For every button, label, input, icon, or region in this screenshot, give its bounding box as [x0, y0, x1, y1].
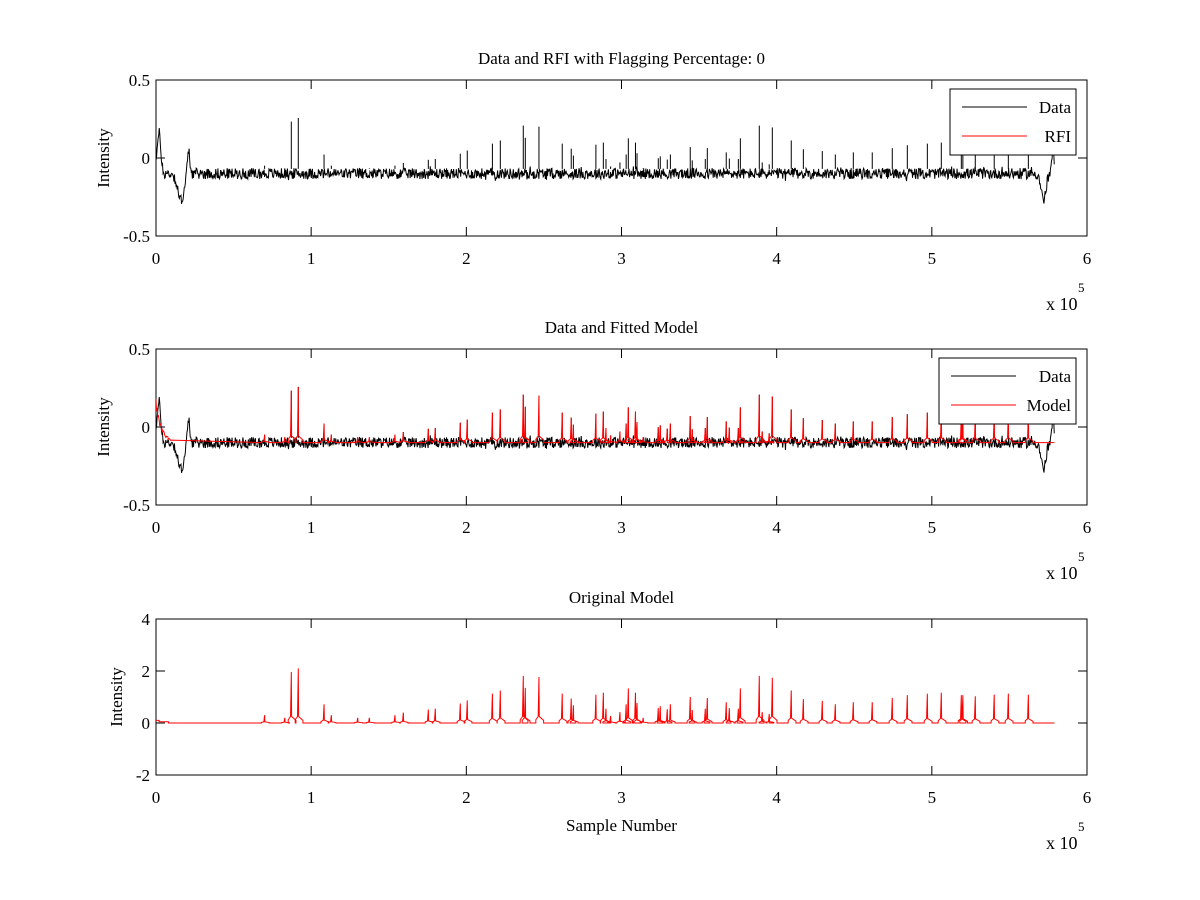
x-tick-label: 3	[617, 249, 626, 268]
chart-title: Data and Fitted Model	[545, 318, 699, 337]
x-multiplier-exponent: 5	[1078, 280, 1085, 295]
x-tick-label: 1	[307, 788, 316, 807]
chart-title: Original Model	[569, 588, 675, 607]
x-tick-label: 6	[1083, 518, 1092, 537]
x-tick-label: 4	[772, 249, 781, 268]
x-tick-label: 5	[928, 518, 937, 537]
y-tick-label: 0.5	[129, 71, 150, 90]
x-tick-label: 5	[928, 788, 937, 807]
x-tick-label: 3	[617, 518, 626, 537]
y-tick-label: -0.5	[123, 496, 150, 515]
legend-label-data: Data	[1039, 367, 1072, 386]
y-tick-label: 0.5	[129, 340, 150, 359]
x-tick-label: 0	[152, 788, 161, 807]
x-multiplier: x 10	[1046, 563, 1078, 583]
x-tick-label: 4	[772, 518, 781, 537]
x-axis-label: Sample Number	[566, 816, 677, 835]
legend-label-rfi: RFI	[1045, 127, 1072, 146]
y-tick-label: 0	[142, 714, 151, 733]
x-tick-label: 2	[462, 518, 471, 537]
x-tick-label: 1	[307, 518, 316, 537]
x-tick-label: 2	[462, 249, 471, 268]
x-multiplier: x 10	[1046, 294, 1078, 314]
x-tick-label: 2	[462, 788, 471, 807]
x-multiplier: x 10	[1046, 833, 1078, 853]
series-data-line	[156, 128, 1055, 204]
y-tick-label: 2	[142, 662, 151, 681]
x-tick-label: 6	[1083, 788, 1092, 807]
axes-box	[155, 79, 1088, 237]
x-multiplier-exponent: 5	[1078, 819, 1085, 834]
x-multiplier-exponent: 5	[1078, 549, 1085, 564]
y-axis-label: Intensity	[94, 397, 113, 457]
y-tick-label: 0	[142, 418, 151, 437]
x-tick-label: 0	[152, 518, 161, 537]
y-tick-label: 0	[142, 149, 151, 168]
axes-box	[155, 618, 1088, 776]
x-tick-label: 5	[928, 249, 937, 268]
series-model-line	[156, 386, 1055, 444]
legend-box	[949, 88, 1077, 156]
y-tick-label: -2	[136, 766, 150, 785]
y-axis-label: Intensity	[107, 667, 126, 727]
chart-title: Data and RFI with Flagging Percentage: 0	[478, 49, 765, 68]
plot-area	[156, 386, 1055, 473]
x-tick-label: 4	[772, 788, 781, 807]
legend-box	[938, 357, 1077, 425]
x-tick-label: 6	[1083, 249, 1092, 268]
x-tick-label: 0	[152, 249, 161, 268]
series-original-model-line	[156, 668, 1055, 724]
legend-label-data: Data	[1039, 98, 1072, 117]
y-tick-label: -0.5	[123, 227, 150, 246]
plot-area	[156, 117, 1055, 204]
x-tick-label: 1	[307, 249, 316, 268]
plot-area	[156, 668, 1055, 724]
legend-label-model: Model	[1027, 396, 1072, 415]
x-tick-label: 3	[617, 788, 626, 807]
y-tick-label: 4	[142, 610, 151, 629]
y-axis-label: Intensity	[94, 128, 113, 188]
